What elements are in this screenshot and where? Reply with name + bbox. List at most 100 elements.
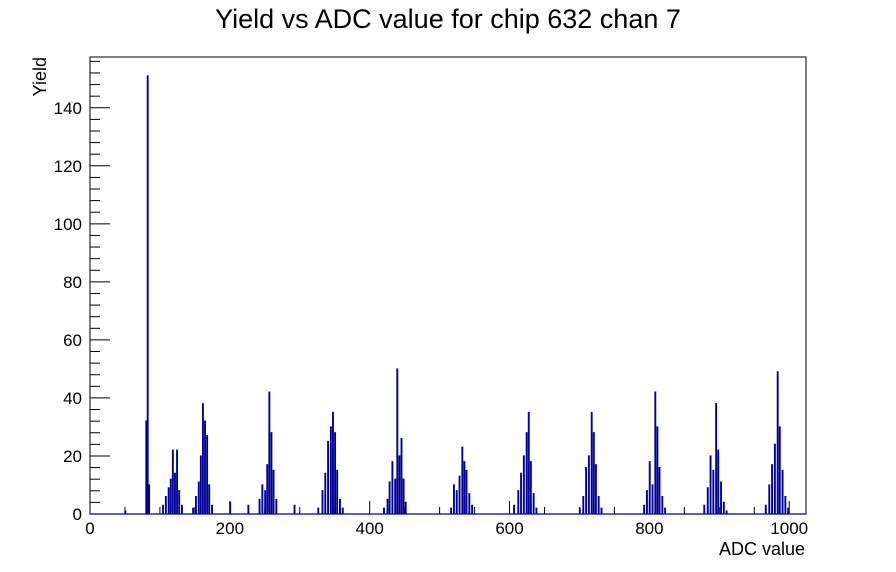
histogram-bin	[383, 508, 385, 514]
y-tick-label: 20	[63, 447, 82, 466]
histogram-bin	[768, 484, 770, 514]
histogram-bin	[471, 505, 473, 514]
histogram-bin	[181, 505, 183, 514]
histogram-bin	[387, 499, 388, 514]
histogram-bin	[200, 455, 202, 514]
histogram-bin	[389, 482, 391, 514]
y-tick-label: 80	[63, 273, 82, 292]
histogram-bin	[536, 508, 537, 514]
histogram-bin	[273, 470, 274, 514]
histogram-bin	[124, 511, 126, 514]
histogram-bin	[450, 508, 452, 514]
histogram-bin	[787, 508, 789, 514]
x-axis: 0 200 400 600 800 1000	[85, 501, 808, 538]
histogram-bin	[264, 490, 266, 514]
histogram-bin	[271, 432, 272, 514]
histogram-bin	[330, 426, 332, 514]
histogram-bin	[176, 450, 178, 514]
histogram-bin	[456, 490, 458, 514]
histogram-bin	[782, 470, 784, 514]
histogram-bin	[707, 487, 709, 514]
histogram-bin	[513, 505, 515, 514]
histogram-bin	[248, 505, 249, 514]
histogram-bin	[211, 505, 213, 514]
histogram-bin	[204, 421, 206, 514]
histogram-bin	[394, 479, 396, 514]
histogram-bin	[342, 508, 344, 514]
histogram-bin	[643, 505, 645, 514]
histogram-bin	[657, 426, 658, 514]
histogram-bin	[777, 371, 779, 514]
histogram-bin	[654, 392, 656, 514]
x-tick-label: 200	[216, 519, 244, 538]
histogram-bin	[229, 502, 231, 514]
y-axis: 0 20 40 60 80 100 120 140	[54, 60, 110, 524]
histogram-bin	[148, 484, 150, 514]
histogram-bin	[717, 450, 719, 514]
histogram-bin	[646, 490, 648, 514]
histogram-bin	[405, 502, 407, 514]
histogram-bin	[595, 464, 597, 514]
histogram-bin	[162, 505, 164, 514]
histogram-bin	[168, 487, 170, 514]
histogram-bin	[779, 426, 781, 514]
histogram-bin	[334, 432, 336, 514]
y-tick-label: 120	[54, 157, 82, 176]
histogram-bin	[192, 508, 194, 514]
histogram-bin	[147, 75, 149, 514]
x-tick-label: 1000	[770, 519, 808, 538]
histogram-bin	[703, 505, 705, 514]
y-tick-label: 60	[63, 331, 82, 350]
histogram-bin	[765, 505, 767, 514]
histogram-bin	[262, 484, 263, 514]
histogram-bin	[401, 438, 402, 514]
histogram-bin	[396, 368, 398, 514]
histogram-bin	[336, 470, 338, 514]
plot-frame	[89, 56, 807, 515]
histogram-bin	[659, 467, 660, 514]
x-axis-label: ADC value	[719, 539, 805, 559]
chart-title: Yield vs ADC value for chip 632 chan 7	[215, 4, 681, 34]
histogram-bin	[771, 464, 773, 514]
histogram-bin	[585, 467, 587, 514]
histogram-bin	[661, 496, 663, 514]
histogram-bin	[517, 490, 519, 514]
histogram-bin	[726, 511, 728, 514]
histogram-bin	[392, 461, 393, 514]
histogram-bin	[713, 470, 714, 514]
histogram-bin	[649, 461, 651, 514]
histogram-bin	[172, 450, 174, 514]
histogram-bin	[178, 490, 180, 514]
histogram-bin	[195, 496, 197, 514]
histogram-bin	[327, 441, 329, 514]
histogram-bin	[601, 508, 602, 514]
histogram-bin	[259, 499, 261, 514]
histogram-bin	[528, 412, 530, 514]
histogram-bin	[198, 482, 200, 514]
y-tick-label: 100	[54, 215, 82, 234]
histogram-bin	[785, 496, 786, 514]
y-axis-label: Yield	[30, 57, 50, 96]
histogram-bin	[275, 499, 277, 514]
histogram-bin	[170, 479, 172, 514]
histogram-bin	[266, 464, 268, 514]
histogram-bin	[598, 496, 600, 514]
histogram-bin	[317, 508, 319, 514]
histogram-series	[90, 75, 806, 515]
histogram-bin	[715, 403, 717, 514]
histogram-bin	[145, 421, 147, 514]
histogram-bin	[322, 490, 323, 514]
histogram-bin	[710, 455, 712, 514]
x-tick-label: 600	[495, 519, 523, 538]
histogram-bin	[403, 479, 405, 514]
histogram-bin	[720, 482, 722, 514]
histogram-bin	[468, 493, 470, 514]
histogram-bin	[165, 496, 167, 514]
histogram-bin	[582, 496, 584, 514]
histogram-bin	[464, 461, 465, 514]
histogram-bin	[579, 508, 581, 514]
histogram-bin	[774, 444, 776, 514]
histogram-bin	[520, 473, 522, 514]
histogram-bin	[466, 470, 467, 514]
